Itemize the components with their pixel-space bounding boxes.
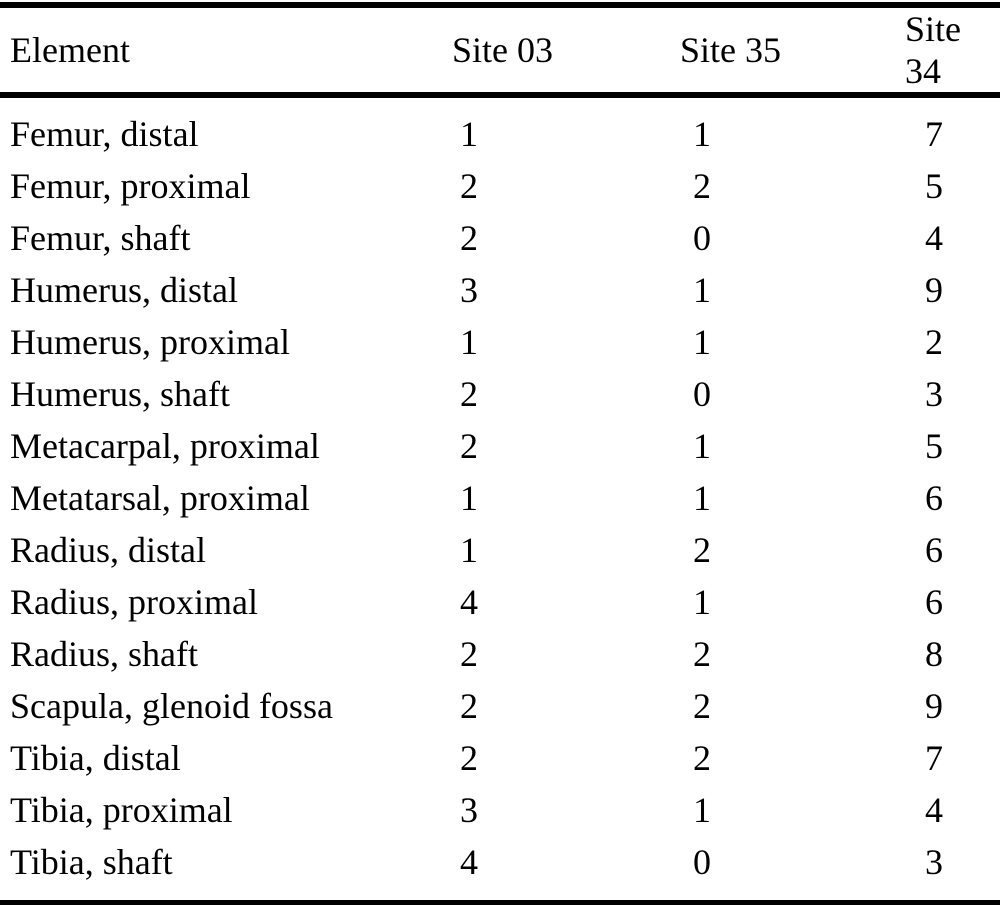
cell-value: 1 [693,426,711,466]
table-row: Humerus, shaft 2 0 3 [0,368,1000,420]
cell-value: 2 [460,738,478,778]
table-row: Tibia, proximal 3 1 4 [0,784,1000,836]
table-row: Femur, distal 1 1 7 [0,95,1000,160]
table-row: Femur, shaft 2 0 4 [0,212,1000,264]
cell-value: 4 [460,842,478,882]
table-row: Scapula, glenoid fossa 2 2 9 [0,680,1000,732]
cell-value: 3 [460,790,478,830]
cell-value: 1 [693,582,711,622]
cell-value: 3 [925,374,943,414]
cell-value: 3 [925,842,943,882]
cell-value: 2 [693,530,711,570]
cell-element: Humerus, proximal [10,322,290,362]
cell-value: 2 [693,634,711,674]
cell-value: 3 [460,270,478,310]
cell-value: 1 [460,530,478,570]
cell-element: Femur, distal [10,114,199,154]
cell-value: 1 [460,322,478,362]
table-row: Radius, distal 1 2 6 [0,524,1000,576]
cell-value: 2 [925,322,943,362]
table-row: Tibia, distal 2 2 7 [0,732,1000,784]
cell-value: 4 [460,582,478,622]
cell-value: 8 [925,634,943,674]
cell-value: 1 [693,270,711,310]
table-row: Radius, shaft 2 2 8 [0,628,1000,680]
cell-value: 5 [925,426,943,466]
cell-value: 1 [460,114,478,154]
header-site-03: Site 03 [452,5,680,98]
cell-element: Femur, proximal [10,166,251,206]
cell-value: 2 [693,686,711,726]
cell-element: Radius, distal [10,530,206,570]
cell-element: Radius, proximal [10,582,258,622]
table-row: Radius, proximal 4 1 6 [0,576,1000,628]
cell-value: 6 [925,478,943,518]
cell-value: 7 [925,114,943,154]
cell-value: 1 [693,322,711,362]
cell-value: 2 [460,634,478,674]
cell-value: 5 [925,166,943,206]
cell-value: 2 [460,166,478,206]
cell-element: Tibia, proximal [10,790,233,830]
cell-element: Radius, shaft [10,634,198,674]
header-row: Element Site 03 Site 35 Site 34 [0,5,1000,98]
cell-element: Scapula, glenoid fossa [10,686,333,726]
cell-value: 1 [460,478,478,518]
header-site-35: Site 35 [680,5,905,98]
cell-value: 1 [693,114,711,154]
table-row: Femur, proximal 2 2 5 [0,160,1000,212]
table-body: Femur, distal 1 1 7 Femur, proximal 2 2 5 Femur,… [0,95,1000,903]
table-row: Metacarpal, proximal 2 1 5 [0,420,1000,472]
cell-value: 0 [693,842,711,882]
cell-value: 2 [693,738,711,778]
cell-value: 0 [693,218,711,258]
header-element: Element [0,5,452,98]
cell-value: 4 [925,218,943,258]
cell-value: 2 [460,426,478,466]
cell-element: Humerus, distal [10,270,238,310]
table-header: Element Site 03 Site 35 Site 34 [0,5,1000,98]
cell-element: Tibia, shaft [10,842,173,882]
cell-value: 2 [460,218,478,258]
cell-element: Metatarsal, proximal [10,478,310,518]
table-row: Humerus, distal 3 1 9 [0,264,1000,316]
cell-value: 9 [925,270,943,310]
header-site-34: Site 34 [905,5,1000,98]
cell-value: 4 [925,790,943,830]
cell-element: Femur, shaft [10,218,191,258]
cell-element: Tibia, distal [10,738,181,778]
cell-value: 2 [460,686,478,726]
cell-value: 7 [925,738,943,778]
cell-value: 1 [693,790,711,830]
cell-element: Humerus, shaft [10,374,230,414]
table-row: Humerus, proximal 1 1 2 [0,316,1000,368]
cell-value: 0 [693,374,711,414]
cell-value: 2 [693,166,711,206]
table-row: Tibia, shaft 4 0 3 [0,836,1000,903]
cell-element: Metacarpal, proximal [10,426,320,466]
cell-value: 6 [925,582,943,622]
cell-value: 9 [925,686,943,726]
cell-value: 2 [460,374,478,414]
table-row: Metatarsal, proximal 1 1 6 [0,472,1000,524]
cell-value: 6 [925,530,943,570]
cell-value: 1 [693,478,711,518]
